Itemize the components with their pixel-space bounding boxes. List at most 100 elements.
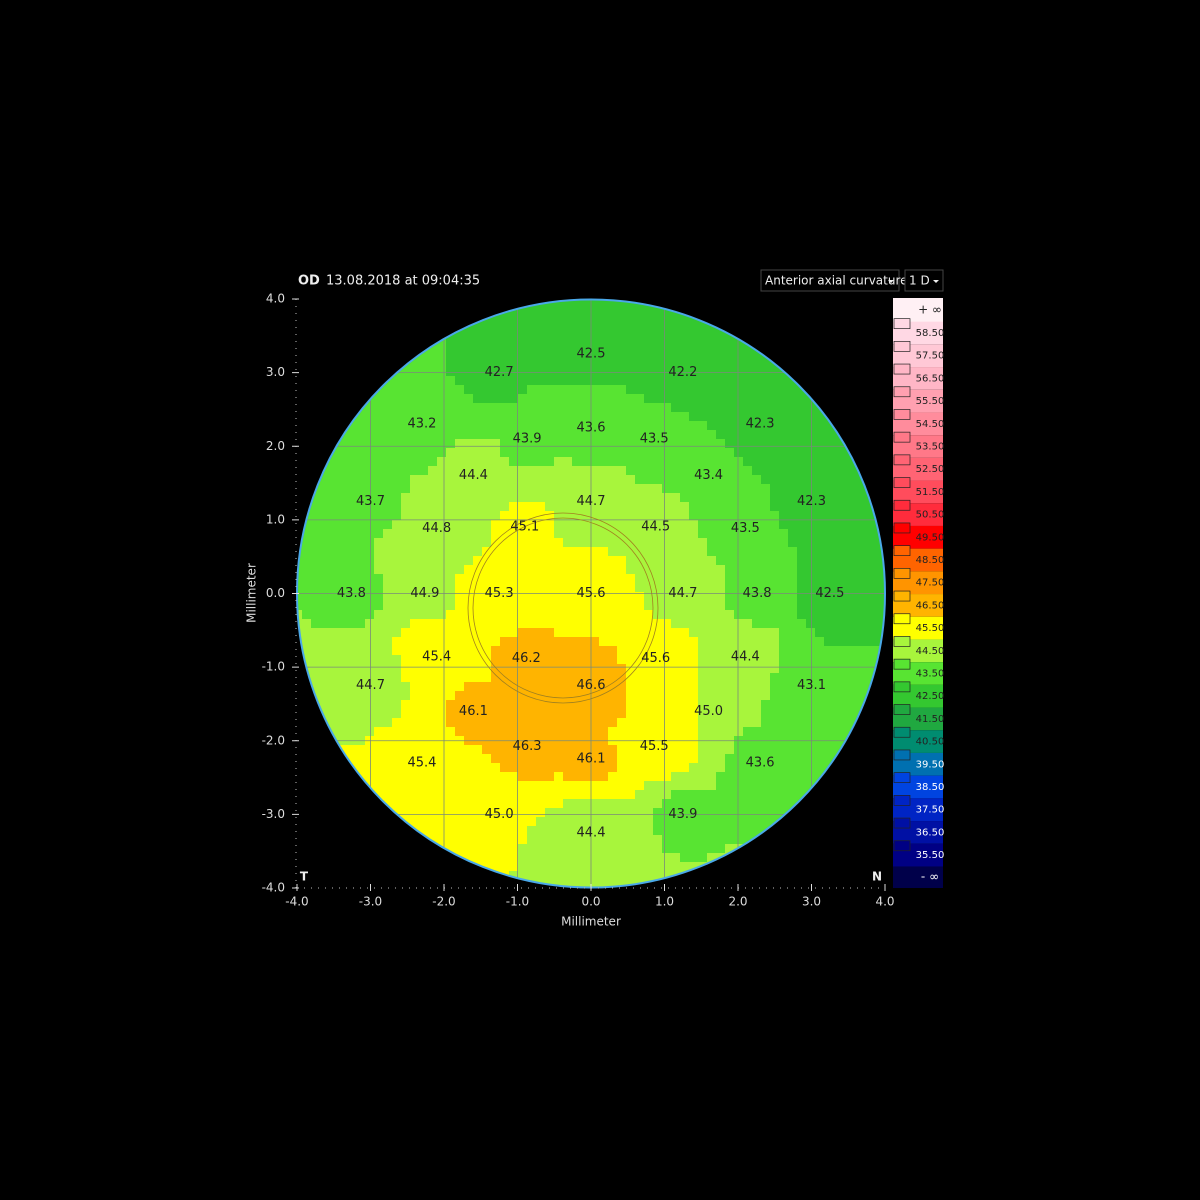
step-dropdown[interactable]: 1 D [904, 269, 944, 292]
map-cell [392, 628, 402, 638]
map-cell [635, 718, 645, 728]
map-cell [554, 619, 564, 629]
map-cell [419, 655, 429, 665]
map-cell [662, 871, 672, 881]
map-cell [563, 826, 573, 836]
map-cell [797, 457, 807, 467]
map-cell [572, 511, 582, 521]
map-cell [833, 664, 843, 674]
map-cell [689, 457, 699, 467]
map-cell [464, 457, 474, 467]
map-cell [617, 502, 627, 512]
map-cell [806, 547, 816, 557]
map-cell [761, 655, 771, 665]
map-cell [428, 646, 438, 656]
map-cell [725, 538, 735, 548]
map-cell [671, 322, 681, 332]
map-cell [518, 547, 528, 557]
map-cell [716, 700, 726, 710]
map-cell [743, 376, 753, 386]
map-cell [509, 691, 519, 701]
legend-label: 46.50 [916, 600, 945, 611]
dropdown-arrow[interactable] [888, 280, 894, 283]
map-cell [437, 727, 447, 737]
map-cell [806, 619, 816, 629]
map-cell [356, 646, 366, 656]
map-cell [347, 682, 357, 692]
map-cell [662, 547, 672, 557]
map-cell [428, 709, 438, 719]
map-cell [734, 340, 744, 350]
map-cell [563, 457, 573, 467]
map-cell [734, 754, 744, 764]
dropdown-box[interactable] [760, 269, 900, 292]
map-cell [509, 754, 519, 764]
map-cell [626, 439, 636, 449]
map-cell [428, 394, 438, 404]
map-cell [464, 646, 474, 656]
map-cell [536, 556, 546, 566]
map-cell [824, 430, 834, 440]
map-cell [464, 556, 474, 566]
map-cell [806, 772, 816, 782]
map-cell [653, 655, 663, 665]
map-cell [482, 808, 492, 818]
map-cell [779, 646, 789, 656]
map-cell [491, 439, 501, 449]
map-cell [428, 448, 438, 458]
map-cell [374, 583, 384, 593]
map-cell [365, 646, 375, 656]
map-cell [680, 673, 690, 683]
map-cell [716, 583, 726, 593]
legend-label: 49.50 [916, 532, 945, 543]
map-cell [671, 619, 681, 629]
curvature-value: 46.1 [459, 704, 488, 719]
map-cell [590, 349, 600, 359]
x-tick-label: -1.0 [506, 895, 529, 909]
map-cell [734, 502, 744, 512]
map-cell [518, 529, 528, 539]
map-cell [734, 637, 744, 647]
map-cell [770, 691, 780, 701]
curvature-value: 43.8 [337, 586, 366, 601]
map-cell [572, 826, 582, 836]
map-cell [788, 448, 798, 458]
map-type-dropdown[interactable]: Anterior axial curvature [760, 269, 908, 292]
map-cell [482, 457, 492, 467]
map-cell [446, 817, 456, 827]
map-cell [491, 709, 501, 719]
map-cell [653, 862, 663, 872]
map-cell [374, 502, 384, 512]
map-cell [608, 502, 618, 512]
map-cell [437, 799, 447, 809]
map-cell [779, 484, 789, 494]
map-cell [806, 574, 816, 584]
map-cell [644, 547, 654, 557]
map-cell [329, 700, 339, 710]
map-cell [851, 484, 861, 494]
map-cell [626, 718, 636, 728]
map-cell [554, 880, 564, 888]
map-cell [590, 394, 600, 404]
map-cell [689, 448, 699, 458]
map-cell [464, 655, 474, 665]
map-cell [725, 430, 735, 440]
map-cell [392, 601, 402, 611]
map-cell [662, 394, 672, 404]
dropdown-text[interactable]: 1 D [909, 274, 930, 288]
map-cell [491, 808, 501, 818]
dropdown-box[interactable] [904, 269, 944, 292]
map-cell [770, 772, 780, 782]
dropdown-arrow[interactable] [933, 280, 939, 283]
map-cell [725, 439, 735, 449]
map-cell [347, 646, 357, 656]
map-cell [401, 673, 411, 683]
curvature-value: 43.2 [407, 417, 436, 432]
map-cell [338, 601, 348, 611]
map-cell [689, 547, 699, 557]
map-cell [581, 601, 591, 611]
map-cell [635, 331, 645, 341]
map-cell [680, 358, 690, 368]
map-cell [842, 691, 852, 701]
dropdown-text[interactable]: Anterior axial curvature [765, 274, 908, 288]
